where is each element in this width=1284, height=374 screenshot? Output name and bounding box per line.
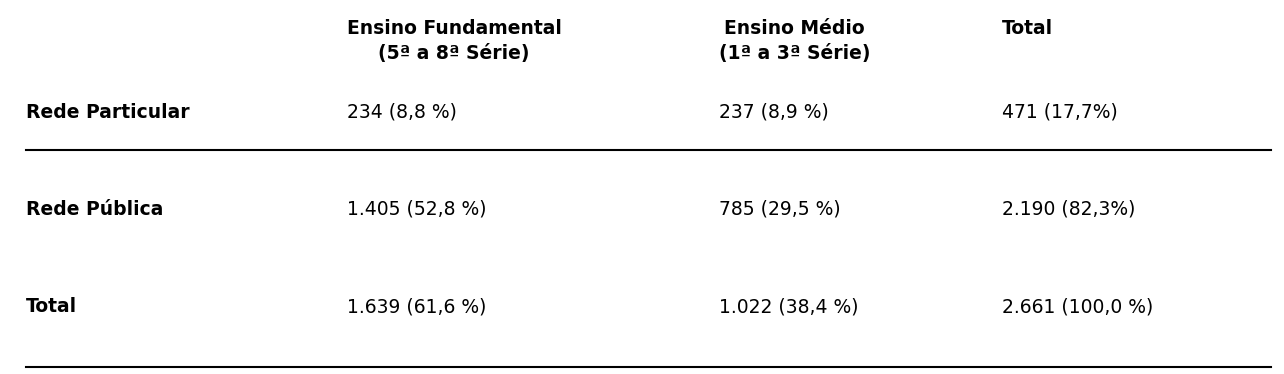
Text: 785 (29,5 %): 785 (29,5 %) xyxy=(719,200,841,219)
Text: Rede Particular: Rede Particular xyxy=(26,103,189,122)
Text: 234 (8,8 %): 234 (8,8 %) xyxy=(347,103,457,122)
Text: Ensino Fundamental
(5ª a 8ª Série): Ensino Fundamental (5ª a 8ª Série) xyxy=(347,19,561,63)
Text: 471 (17,7%): 471 (17,7%) xyxy=(1002,103,1117,122)
Text: Ensino Médio
(1ª a 3ª Série): Ensino Médio (1ª a 3ª Série) xyxy=(719,19,871,63)
Text: 237 (8,9 %): 237 (8,9 %) xyxy=(719,103,828,122)
Text: 1.405 (52,8 %): 1.405 (52,8 %) xyxy=(347,200,487,219)
Text: 1.022 (38,4 %): 1.022 (38,4 %) xyxy=(719,297,859,316)
Text: Rede Pública: Rede Pública xyxy=(26,200,163,219)
Text: Total: Total xyxy=(26,297,77,316)
Text: 2.190 (82,3%): 2.190 (82,3%) xyxy=(1002,200,1135,219)
Text: 1.639 (61,6 %): 1.639 (61,6 %) xyxy=(347,297,487,316)
Text: Total: Total xyxy=(1002,19,1053,38)
Text: 2.661 (100,0 %): 2.661 (100,0 %) xyxy=(1002,297,1153,316)
